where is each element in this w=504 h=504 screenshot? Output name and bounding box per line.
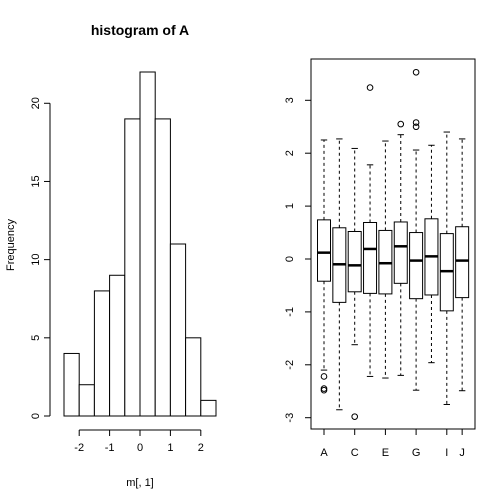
histogram-bar (124, 118, 141, 417)
boxplot-boxes (317, 68, 470, 420)
boxplot-y-tick-label: 1 (284, 203, 296, 209)
boxplot-x-tick-label: A (320, 447, 328, 459)
histogram-x-tick-label: 2 (198, 442, 204, 454)
boxplot-outlier (397, 120, 405, 128)
boxplot-x-tick-label: G (412, 447, 421, 459)
histogram-x-axis-label: m[, 1] (126, 477, 154, 489)
histogram-bar (200, 399, 217, 417)
histogram-bar (154, 118, 171, 417)
histogram-x-tick-label: -2 (74, 442, 84, 454)
boxplot-y-tick-label: -3 (284, 413, 296, 423)
histogram-title: histogram of A (91, 22, 189, 38)
histogram-bar (109, 274, 126, 417)
boxplot-outlier (412, 68, 420, 76)
boxplot-y-tick-label: -2 (284, 360, 296, 370)
histogram-x-axis: -2 -1 0 1 2 (74, 429, 204, 454)
histogram-x-tick-label: 0 (137, 442, 143, 454)
histogram-y-tick-label: 10 (30, 254, 42, 266)
histogram-bar (63, 352, 80, 417)
histogram-x-tick-label: 1 (167, 442, 173, 454)
boxplot-box (455, 226, 470, 299)
boxplot-frame (310, 58, 476, 430)
boxplot-box (409, 232, 424, 300)
histogram-panel: histogram of A m[, 1] Frequency -2 -1 0 1 2 … (5, 22, 217, 489)
boxplot-outlier (412, 119, 420, 126)
boxplot-x-tick-label: C (351, 447, 359, 459)
histogram-y-axis-label: Frequency (5, 219, 17, 271)
boxplot-box (317, 219, 331, 282)
boxplot-box (393, 221, 408, 284)
histogram-y-tick-label: 15 (30, 175, 42, 187)
boxplot-outlier (412, 123, 420, 131)
histogram-bar (93, 290, 111, 417)
boxplot-box (347, 230, 362, 293)
histogram-x-tick-label: -1 (105, 442, 115, 454)
boxplot-outlier (366, 84, 374, 91)
histogram-bar (185, 337, 202, 417)
boxplot-y-axis: -3 -2 -1 0 1 2 3 (284, 97, 311, 423)
histogram-bars (63, 71, 217, 417)
histogram-y-tick-label: 5 (30, 335, 42, 341)
boxplot-x-tick-label: J (459, 447, 465, 459)
histogram-bar (139, 71, 156, 417)
boxplot-y-tick-label: 0 (284, 256, 296, 262)
histogram-y-tick-label: 0 (30, 413, 42, 419)
histogram-bar (78, 384, 95, 417)
boxplot-y-tick-label: 3 (284, 97, 296, 103)
histogram-bar (169, 243, 187, 417)
boxplot-box (363, 221, 378, 294)
boxplot-outlier (320, 386, 328, 394)
histogram-y-tick-label: 20 (30, 97, 42, 109)
boxplot-x-tick-label: I (445, 447, 448, 459)
boxplot-y-tick-label: -1 (284, 307, 296, 317)
boxplot-y-tick-label: 2 (284, 150, 296, 156)
boxplot-outlier (351, 413, 359, 420)
boxplot-outlier (320, 373, 328, 380)
histogram-y-axis: 0 5 10 15 20 (30, 97, 51, 419)
boxplot-x-tick-label: E (382, 447, 389, 459)
